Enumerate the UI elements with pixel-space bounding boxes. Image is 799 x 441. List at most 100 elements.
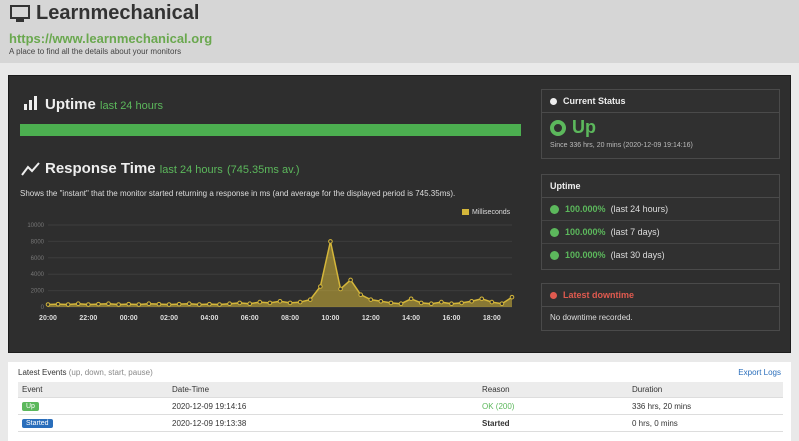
- line: [47, 241, 513, 306]
- point: [106, 301, 111, 307]
- event-badge: Started: [22, 419, 53, 428]
- point: [378, 298, 384, 304]
- x-tick-label: 20:00: [39, 315, 57, 322]
- x-tick-label: 08:00: [281, 315, 299, 322]
- point: [348, 277, 353, 283]
- downtime-panel: Latest downtime No downtime recorded.: [541, 283, 780, 331]
- point: [96, 301, 101, 307]
- legend-label: Milliseconds: [472, 209, 511, 216]
- x-tick-label: 14:00: [402, 315, 420, 322]
- point: [267, 300, 273, 306]
- point: [186, 301, 192, 307]
- y-tick-label: 2000: [31, 289, 45, 295]
- uptime-heading: Uptime last 24 hours: [45, 96, 163, 113]
- point: [398, 301, 404, 307]
- point: [429, 301, 434, 307]
- point: [449, 301, 454, 307]
- point: [176, 301, 182, 307]
- uptime-row-period: (last 7 days): [610, 227, 660, 237]
- events-table: Event Date-Time Reason Duration Up 2020-12-0…: [18, 382, 783, 432]
- point: [237, 300, 242, 306]
- column-header: Reason: [478, 382, 628, 398]
- point: [509, 294, 515, 300]
- status-panel: Current Status Up Since 336 hrs, 20 mins…: [541, 89, 780, 159]
- point: [328, 239, 333, 244]
- point: [297, 299, 303, 305]
- dashboard: Uptime last 24 hours Response Time last …: [8, 75, 791, 353]
- events-heading: Latest Events (up, down, start, pause): [18, 368, 153, 377]
- point: [126, 301, 131, 307]
- point: [408, 296, 414, 302]
- point: [86, 302, 91, 307]
- x-tick-label: 22:00: [79, 315, 97, 322]
- x-tick-label: 06:00: [241, 315, 259, 322]
- status-value: Up: [572, 117, 596, 137]
- uptime-row: 100.000% (last 30 days): [542, 244, 779, 267]
- status-since: Since 336 hrs, 20 mins (2020-12-09 19:14…: [550, 142, 693, 149]
- events-title: Latest Events: [18, 368, 67, 377]
- x-tick-label: 00:00: [120, 315, 138, 322]
- x-tick-label: 12:00: [362, 315, 380, 322]
- uptime-row-period: (last 24 hours): [610, 204, 669, 214]
- y-tick-label: 6000: [31, 256, 45, 262]
- y-tick-label: 4000: [31, 272, 45, 278]
- x-tick-label: 16:00: [443, 315, 461, 322]
- point: [55, 301, 61, 307]
- table-header: Event Date-Time Reason Duration: [18, 382, 783, 398]
- point: [146, 301, 152, 307]
- status-title: Current Status: [563, 96, 626, 106]
- downtime-text: No downtime recorded.: [550, 313, 633, 322]
- cell: 336 hrs, 20 mins: [628, 397, 783, 415]
- event-row: Up 2020-12-09 19:14:16 OK (200) 336 hrs, 20…: [18, 397, 783, 415]
- cell: 2020-12-09 19:13:38: [168, 414, 478, 432]
- uptime-value: 100.000%: [565, 204, 606, 214]
- y-tick-label: 8000: [31, 239, 45, 245]
- uptime-title: Uptime: [45, 96, 96, 113]
- downtime-header: Latest downtime: [542, 284, 779, 307]
- point: [287, 300, 293, 306]
- point: [217, 302, 222, 307]
- x-tick-label: 10:00: [321, 315, 339, 322]
- events-subtitle: (up, down, start, pause): [68, 368, 153, 377]
- cell: 0 hrs, 0 mins: [628, 414, 783, 432]
- response-title: Response Time: [45, 160, 156, 177]
- y-tick-label: 10000: [27, 223, 44, 229]
- point: [318, 284, 323, 289]
- column-header: Event: [18, 382, 168, 398]
- y-tick-label: 0: [41, 305, 45, 311]
- point: [499, 301, 505, 307]
- point: [207, 301, 212, 307]
- column-header: Duration: [628, 382, 783, 398]
- point: [75, 301, 81, 307]
- cell: OK (200): [478, 397, 628, 415]
- point: [469, 298, 474, 304]
- status-header: Current Status: [542, 90, 779, 113]
- point: [368, 297, 374, 302]
- point: [116, 302, 121, 307]
- point: [197, 302, 202, 307]
- point: [156, 301, 162, 307]
- legend-swatch: [462, 209, 469, 215]
- tagline: A place to find all the details about yo…: [9, 47, 182, 56]
- point: [418, 300, 424, 306]
- point: [277, 298, 283, 304]
- response-icon: [21, 162, 40, 176]
- export-logs[interactable]: Export Logs: [738, 368, 781, 377]
- column-header: Date-Time: [168, 382, 478, 398]
- point: [307, 297, 313, 302]
- uptime-period: last 24 hours: [100, 100, 163, 112]
- status-line: Up: [542, 113, 779, 142]
- x-tick-label: 18:00: [483, 315, 501, 322]
- monitor-icon: [10, 5, 30, 22]
- response-heading: Response Time last 24 hours (745.35ms av…: [45, 160, 300, 177]
- uptime-stats-panel: Uptime 100.000% (last 24 hours) 100.000%…: [541, 174, 780, 270]
- event-badge: Up: [22, 402, 39, 411]
- point: [479, 296, 485, 302]
- site-url[interactable]: https://www.learnmechanical.org: [9, 31, 213, 46]
- uptime-row: 100.000% (last 7 days): [542, 221, 779, 244]
- point: [247, 301, 253, 307]
- event-row: Started 2020-12-09 19:13:38 Started 0 hrs, …: [18, 414, 783, 432]
- response-description: Shows the "instant" that the monitor sta…: [20, 189, 456, 198]
- point: [166, 302, 172, 307]
